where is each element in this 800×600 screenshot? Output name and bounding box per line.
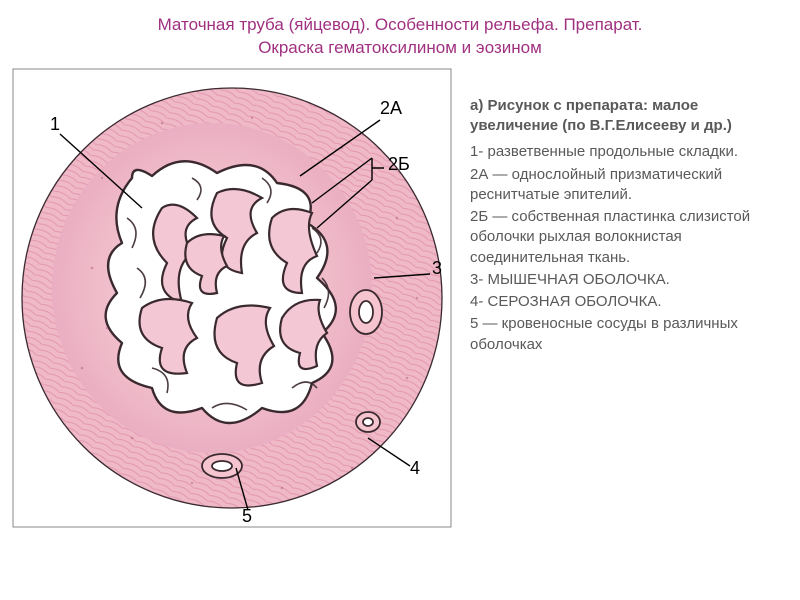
label-5: 5 — [242, 506, 252, 527]
title-line-2: Окраска гематоксилином и эозином — [40, 37, 760, 60]
label-2a: 2А — [380, 98, 402, 119]
histology-diagram: 1 2А 2Б 3 4 5 — [12, 68, 452, 528]
legend-item-2: 2А — однослойный призматический реснитча… — [470, 165, 778, 206]
legend-item-6: 5 — кровеносные сосуды в различных оболо… — [470, 314, 778, 355]
title-line-1: Маточная труба (яйцевод). Особенности ре… — [40, 14, 760, 37]
label-2b: 2Б — [388, 154, 410, 175]
content-row: 1 2А 2Б 3 4 5 а) Рисунок с препарата: ма… — [0, 68, 800, 528]
legend-item-4: 3- МЫШЕЧНАЯ ОБОЛОЧКА. — [470, 270, 778, 290]
label-4: 4 — [410, 458, 420, 479]
legend-item-5: 4- СЕРОЗНАЯ ОБОЛОЧКА. — [470, 292, 778, 312]
diagram-svg — [12, 68, 452, 528]
legend-caption: а) Рисунок с препарата: малое увеличение… — [470, 96, 778, 137]
slide-title: Маточная труба (яйцевод). Особенности ре… — [0, 0, 800, 68]
label-3: 3 — [432, 258, 442, 279]
legend-item-3: 2Б — собственная пластинка слизистой обо… — [470, 207, 778, 268]
label-1: 1 — [50, 114, 60, 135]
legend-item-1: 1- разветвенные продольные складки. — [470, 142, 778, 162]
legend-block: а) Рисунок с препарата: малое увеличение… — [452, 68, 788, 528]
